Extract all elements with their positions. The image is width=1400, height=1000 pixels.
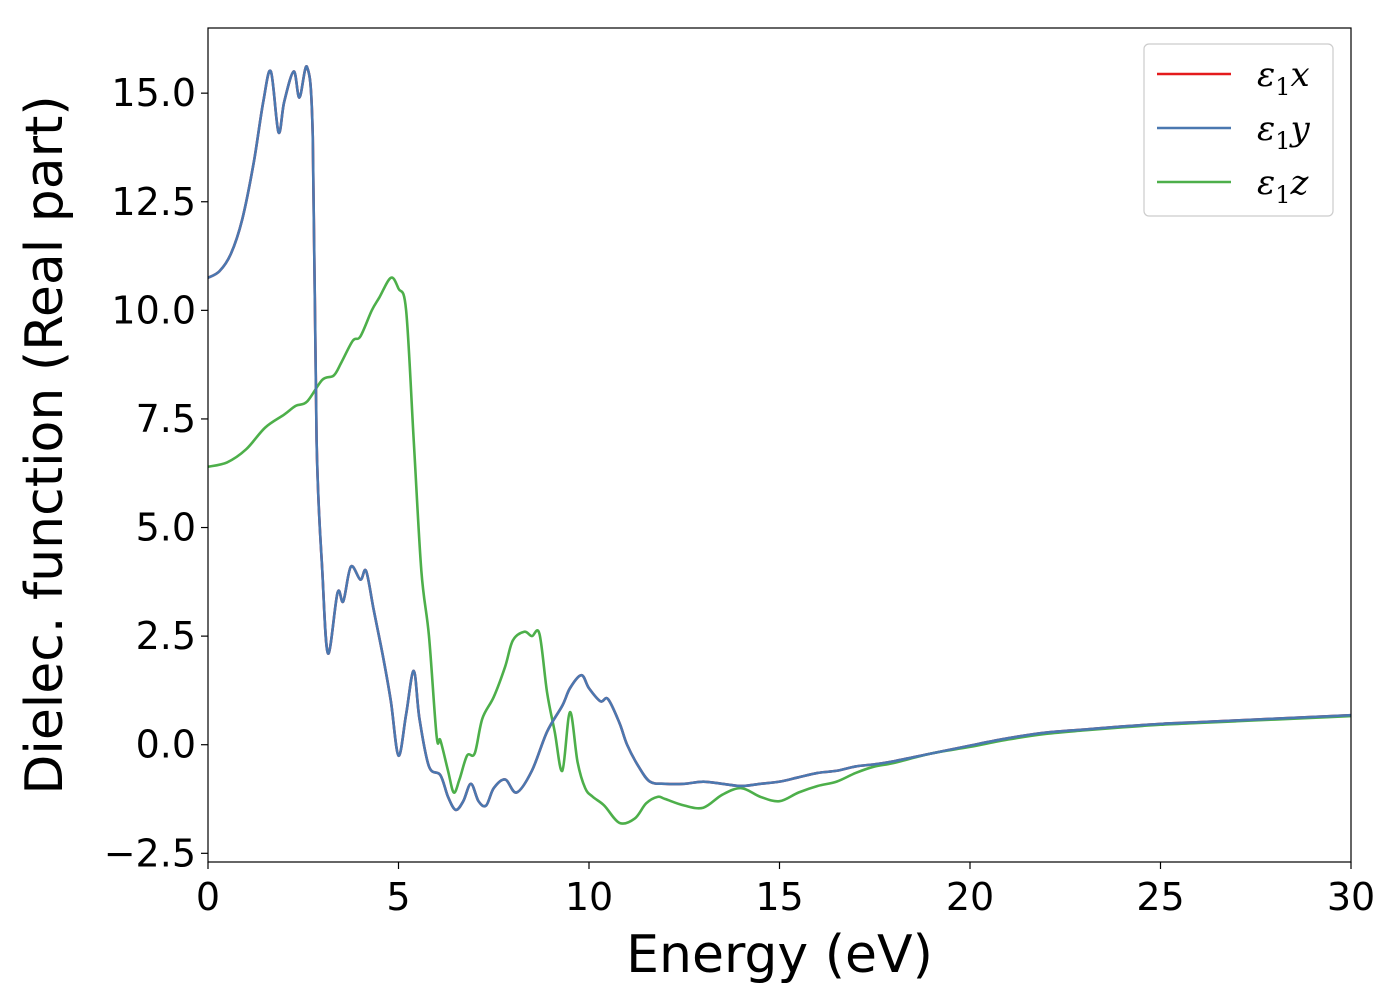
legend-label-suffix: z <box>1290 163 1310 203</box>
x-tick-label: 30 <box>1327 875 1375 919</box>
y-tick-label: −2.5 <box>104 831 196 875</box>
y-tick-label: 0.0 <box>136 723 196 767</box>
legend-label-base: ε <box>1257 55 1275 95</box>
x-tick-label: 0 <box>196 875 220 919</box>
plot-area-frame <box>207 27 1352 863</box>
y-tick-label: 15.0 <box>111 71 196 115</box>
legend-label-suffix: x <box>1291 55 1310 95</box>
legend-label-x: ε1x <box>1257 55 1310 101</box>
legend-label-base: ε <box>1257 109 1275 149</box>
ticks-layer: 0 5 10 15 20 25 30 −2.5 0.0 2.5 5.0 7.5 10.0 12.5 15.0 <box>104 71 1375 919</box>
series-line-y <box>208 65 1351 812</box>
legend-label-base: ε <box>1257 163 1275 203</box>
legend-label-subscript: 1 <box>1275 127 1290 155</box>
x-axis-label: Energy (eV) <box>626 925 933 985</box>
series-line-z <box>208 276 1351 825</box>
x-tick-label: 20 <box>946 875 994 919</box>
legend-label-subscript: 1 <box>1275 181 1290 209</box>
y-tick-label: 7.5 <box>136 397 196 441</box>
legend-label-suffix: y <box>1289 109 1311 149</box>
legend-label-subscript: 1 <box>1275 73 1290 101</box>
y-axis-label: Dielec. function (Real part) <box>15 95 75 794</box>
x-tick-label: 25 <box>1136 875 1184 919</box>
x-tick-label: 10 <box>565 875 613 919</box>
y-tick-label: 5.0 <box>136 506 196 550</box>
legend-box <box>1143 43 1334 217</box>
series-layer <box>208 65 1351 825</box>
x-tick-label: 5 <box>386 875 410 919</box>
y-tick-label: 2.5 <box>136 614 196 658</box>
x-tick-label: 15 <box>755 875 803 919</box>
y-tick-label: 12.5 <box>111 180 196 224</box>
legend-label-y: ε1y <box>1257 109 1311 155</box>
y-tick-label: 10.0 <box>111 288 196 332</box>
legend-label-z: ε1z <box>1257 163 1310 209</box>
